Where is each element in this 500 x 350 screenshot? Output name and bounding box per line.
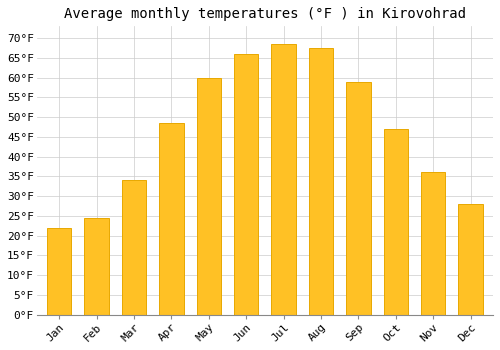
Bar xyxy=(196,78,221,315)
Title: Average monthly temperatures (°F ) in Kirovohrad: Average monthly temperatures (°F ) in Ki… xyxy=(64,7,466,21)
Bar xyxy=(272,44,295,315)
Bar xyxy=(421,173,446,315)
Bar xyxy=(458,204,483,315)
Bar xyxy=(234,54,258,315)
Bar xyxy=(309,48,333,315)
Bar xyxy=(346,82,370,315)
Bar xyxy=(84,218,108,315)
Bar xyxy=(384,129,408,315)
Bar xyxy=(159,123,184,315)
Bar xyxy=(122,180,146,315)
Bar xyxy=(47,228,72,315)
